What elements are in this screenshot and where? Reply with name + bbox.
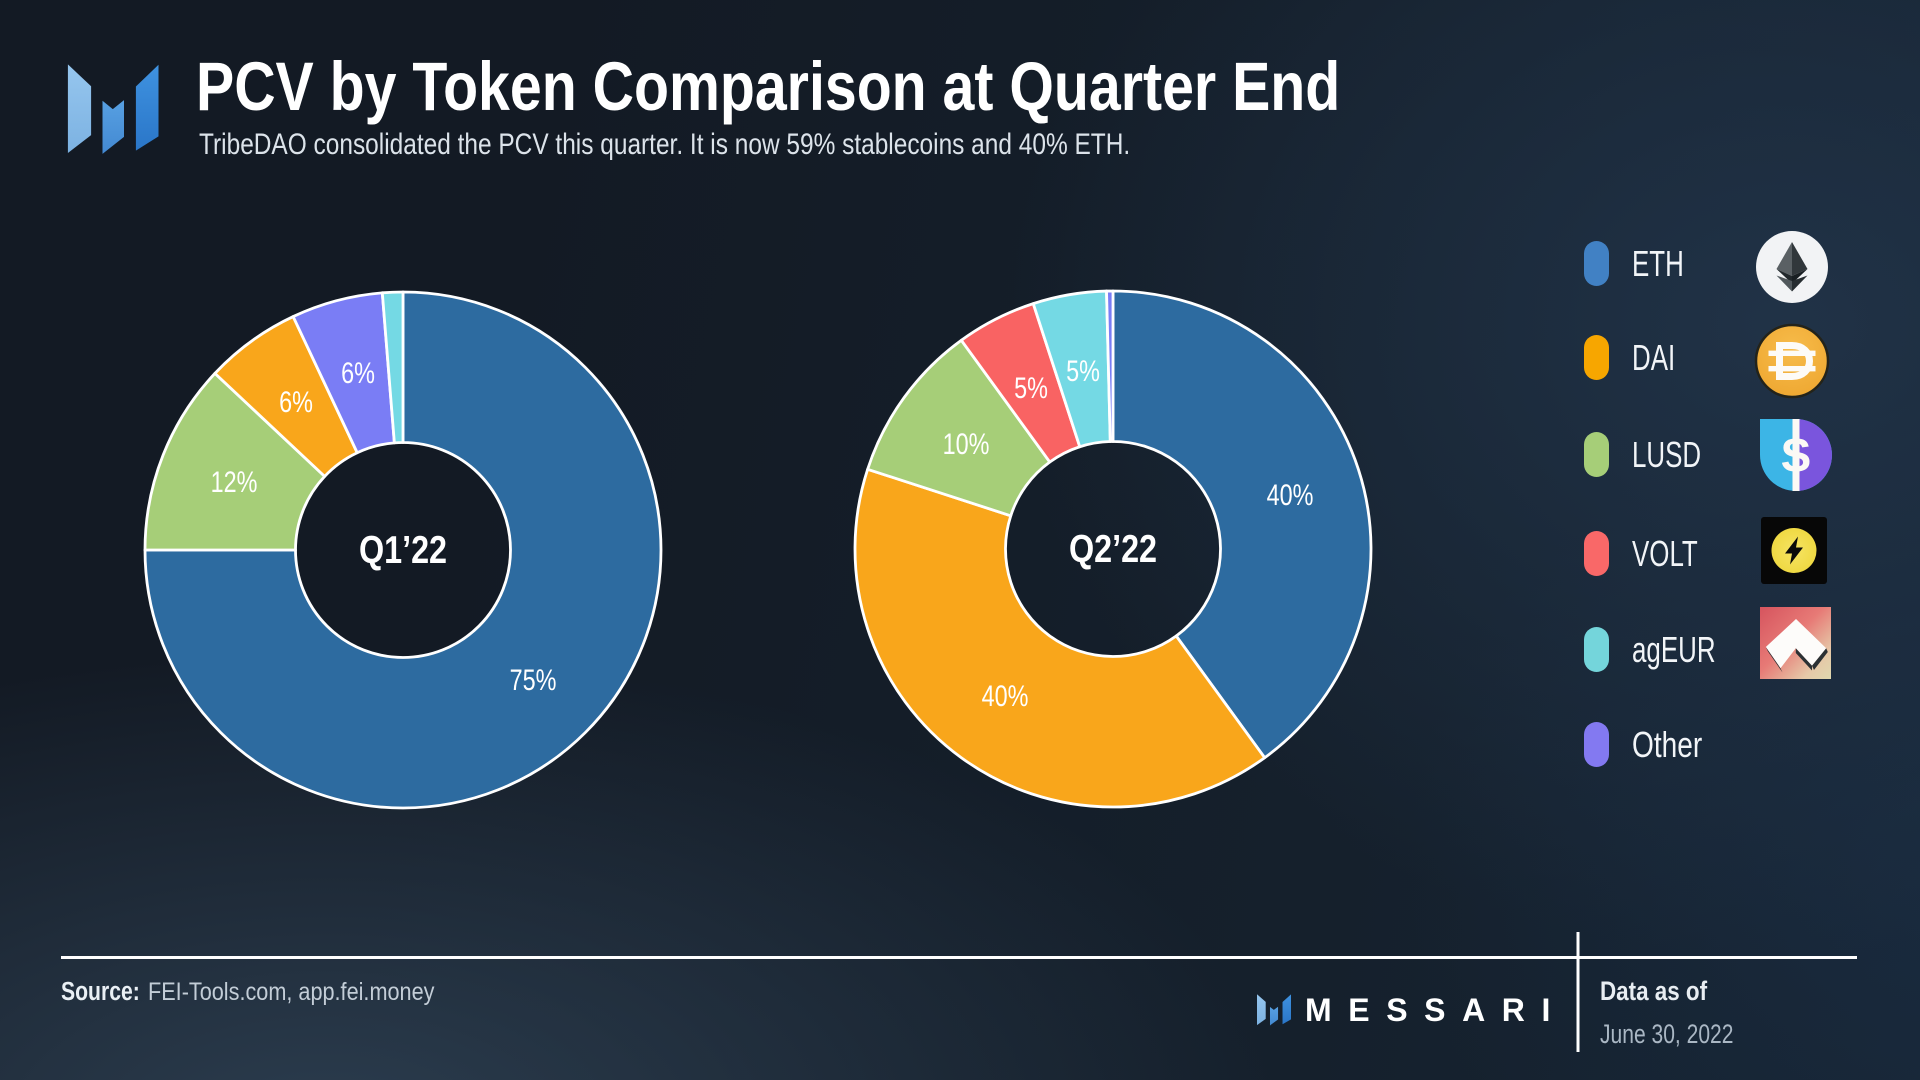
svg-text:12%: 12% [211, 465, 258, 498]
svg-text:TribeDAO consolidated the PCV: TribeDAO consolidated the PCV this quart… [199, 127, 1130, 161]
svg-text:40%: 40% [982, 679, 1029, 712]
svg-text:June 30, 2022: June 30, 2022 [1600, 1020, 1733, 1050]
svg-text:Data as of: Data as of [1600, 977, 1708, 1006]
svg-text:5%: 5% [1014, 371, 1048, 404]
svg-text:5%: 5% [1066, 354, 1100, 387]
svg-text:10%: 10% [943, 427, 990, 460]
svg-text:S: S [1781, 429, 1812, 481]
svg-text:Other: Other [1632, 725, 1702, 765]
svg-text:FEI-Tools.com, app.fei.money: FEI-Tools.com, app.fei.money [148, 978, 435, 1006]
svg-text:Q1’22: Q1’22 [359, 528, 447, 571]
svg-text:agEUR: agEUR [1632, 630, 1716, 670]
svg-text:DAI: DAI [1632, 338, 1675, 378]
svg-text:6%: 6% [341, 356, 375, 389]
svg-text:75%: 75% [510, 663, 557, 696]
svg-text:LUSD: LUSD [1632, 435, 1701, 475]
svg-text:40%: 40% [1267, 478, 1314, 511]
svg-text:Source:: Source: [61, 977, 140, 1005]
svg-text:VOLT: VOLT [1632, 534, 1698, 574]
svg-text:PCV by Token Comparison at Qua: PCV by Token Comparison at Quarter End [196, 49, 1340, 125]
svg-text:Q2’22: Q2’22 [1069, 527, 1157, 570]
svg-text:MESSARI: MESSARI [1305, 992, 1567, 1028]
svg-text:ETH: ETH [1632, 244, 1684, 284]
svg-text:6%: 6% [279, 385, 313, 418]
